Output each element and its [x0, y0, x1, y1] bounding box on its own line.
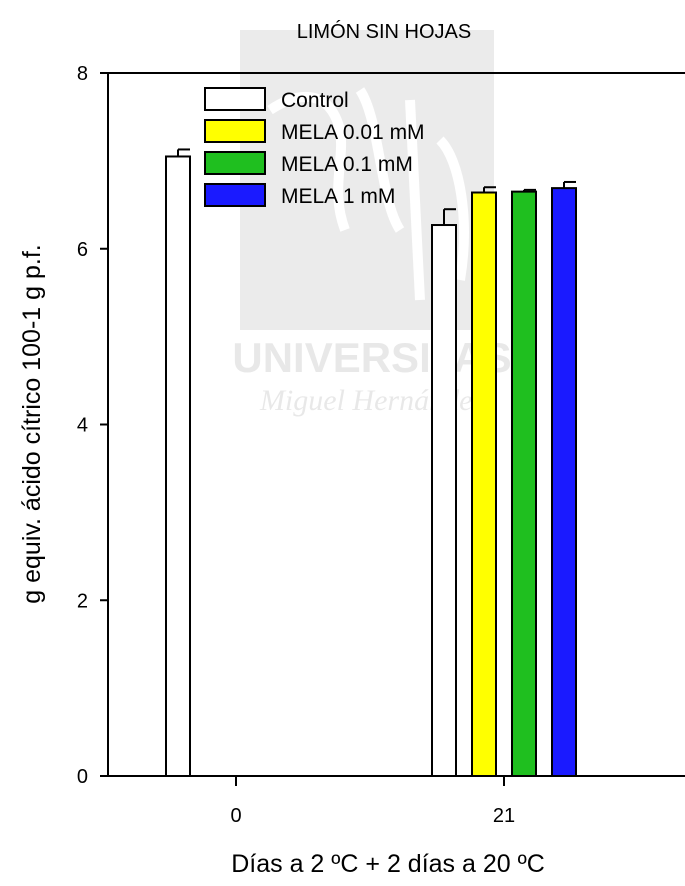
y-axis-label: g equiv. ácido cítrico 100-1 g p.f. [18, 244, 46, 603]
y-tick-label: 0 [77, 766, 88, 788]
legend-swatch [204, 119, 266, 143]
axes: 0 2 4 6 8 0 21 [77, 63, 685, 827]
watermark-logo-strokes [267, 87, 469, 301]
y-tick-label: 8 [77, 63, 88, 85]
x-tick-label: 0 [230, 805, 241, 827]
y-tick-label: 4 [77, 415, 88, 437]
watermark: UNIVERSITAS Miguel Hernández [232, 30, 512, 417]
legend: Control MELA 0.01 mM MELA 0.1 mM MELA 1 mM [204, 87, 425, 208]
bar [471, 191, 497, 777]
chart-title: LIMÓN SIN HOJAS [297, 20, 471, 43]
legend-label: Control [281, 89, 349, 112]
bar [165, 155, 191, 777]
legend-label: MELA 0.01 mM [281, 121, 425, 144]
x-axis-label: Días a 2 ºC + 2 días a 20 ºC [231, 850, 545, 878]
legend-label: MELA 0.1 mM [281, 153, 413, 176]
legend-swatch [204, 87, 266, 111]
bar [511, 190, 537, 778]
y-tick-label: 2 [77, 590, 88, 612]
y-tick-label: 6 [77, 239, 88, 261]
bar [551, 187, 577, 777]
bars [165, 148, 577, 778]
x-tick-label: 21 [493, 805, 515, 827]
bar [431, 224, 457, 777]
watermark-line-1: UNIVERSITAS [232, 334, 511, 381]
legend-swatch [204, 183, 266, 207]
legend-swatch [204, 151, 266, 175]
legend-label: MELA 1 mM [281, 185, 395, 208]
